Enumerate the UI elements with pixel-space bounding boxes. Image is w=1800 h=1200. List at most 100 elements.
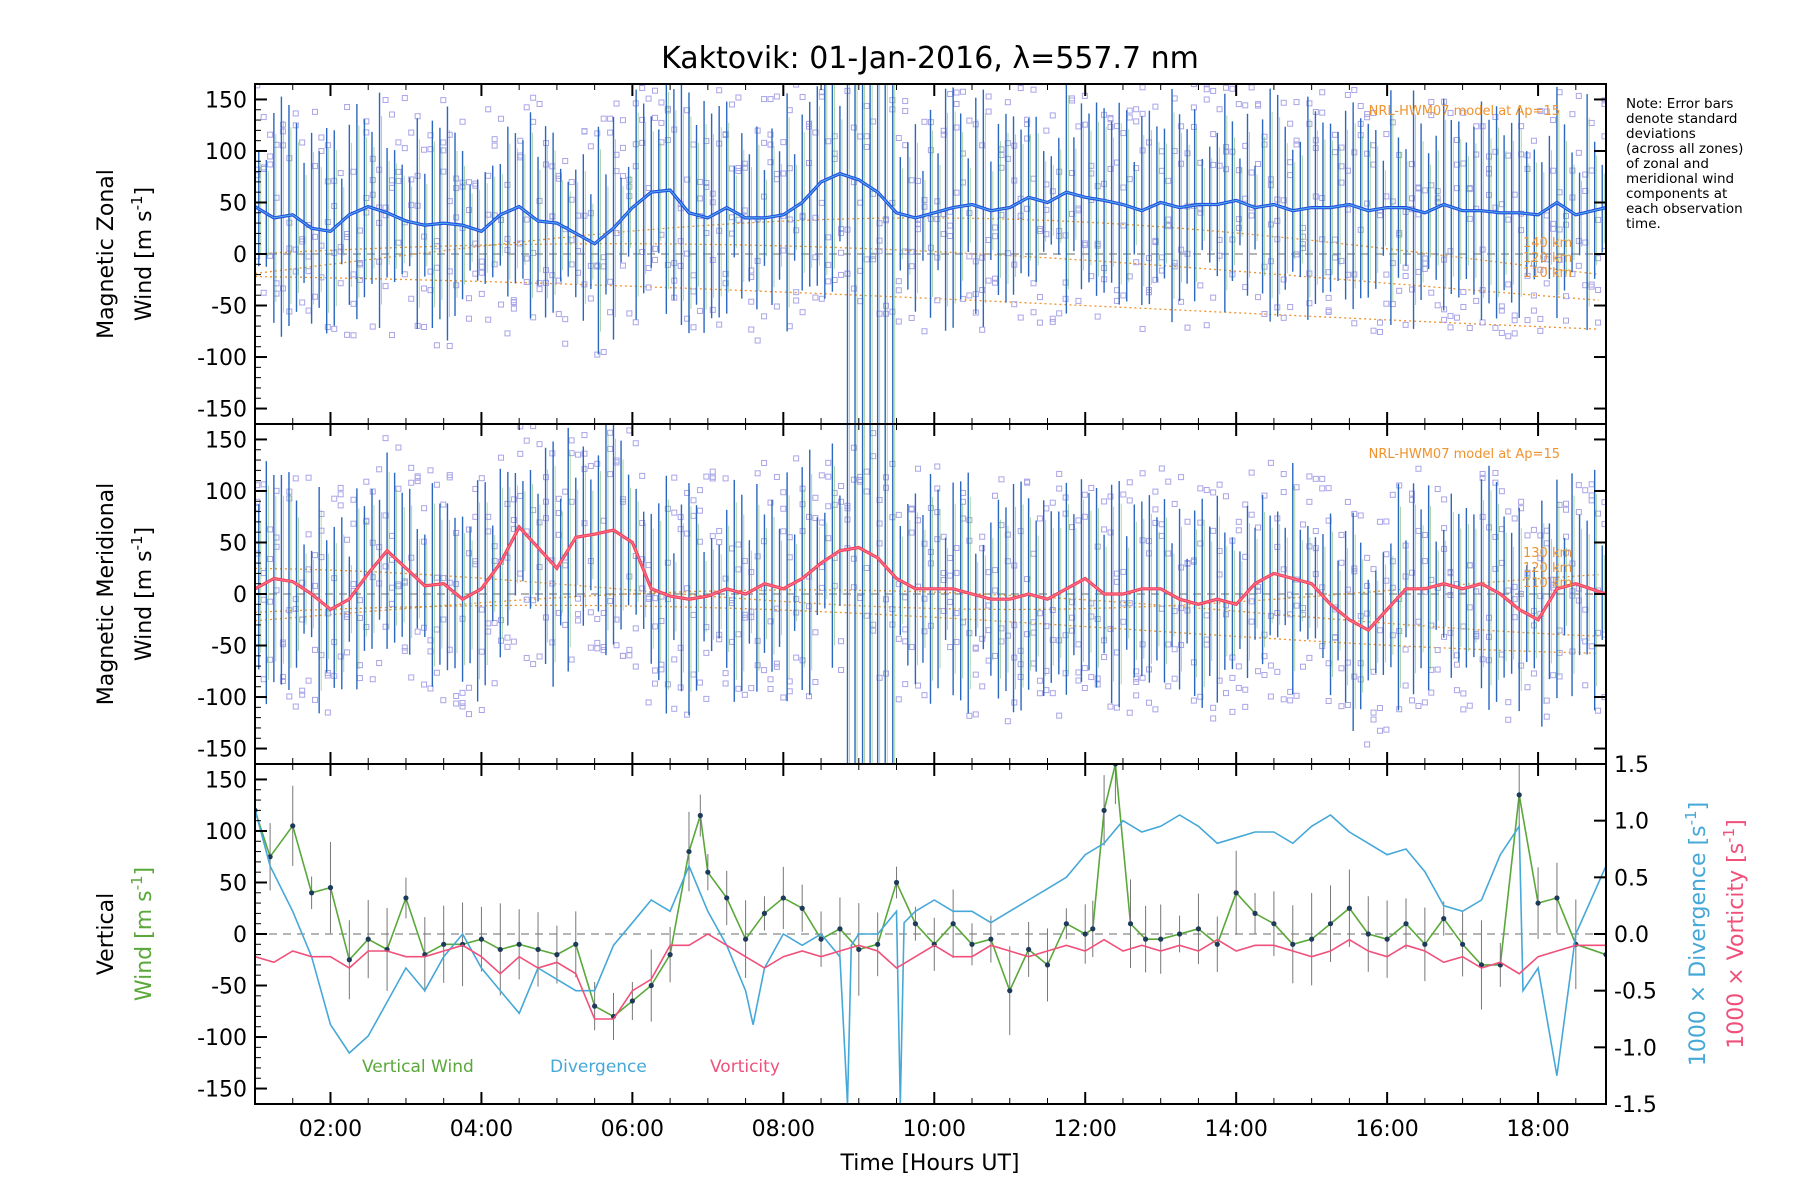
scatter-point bbox=[1428, 112, 1435, 119]
scatter-point bbox=[279, 142, 286, 149]
scatter-point bbox=[1043, 667, 1050, 674]
scatter-point bbox=[1069, 97, 1076, 104]
scatter-point bbox=[979, 142, 986, 149]
scatter-point bbox=[863, 256, 870, 263]
scatter-point bbox=[440, 139, 447, 146]
scatter-point bbox=[1133, 118, 1140, 125]
scatter-point bbox=[671, 656, 678, 663]
scatter-point bbox=[729, 101, 736, 108]
vertical-wind-point bbox=[988, 936, 994, 942]
scatter-point bbox=[1203, 84, 1210, 87]
scatter-point bbox=[1235, 663, 1242, 670]
scatter-point bbox=[1242, 686, 1249, 693]
scatter-point bbox=[478, 290, 485, 297]
scatter-point bbox=[1255, 668, 1262, 675]
scatter-point bbox=[998, 522, 1005, 529]
scatter-point bbox=[1428, 289, 1435, 296]
scatter-point bbox=[947, 598, 954, 605]
scatter-point bbox=[350, 581, 357, 588]
scatter-point bbox=[1280, 566, 1287, 573]
scatter-point bbox=[1133, 675, 1140, 682]
scatter-point bbox=[716, 539, 723, 546]
scatter-point bbox=[1537, 327, 1544, 334]
scatter-point bbox=[453, 214, 460, 221]
scatter-point bbox=[1319, 475, 1326, 482]
scatter-point bbox=[709, 473, 716, 480]
scatter-point bbox=[523, 437, 530, 444]
scatter-point bbox=[453, 530, 460, 537]
scatter-point bbox=[1094, 616, 1101, 623]
scatter-point bbox=[607, 471, 614, 478]
scatter-point bbox=[1158, 465, 1165, 472]
scatter-point bbox=[401, 578, 408, 585]
scatter-point bbox=[1024, 116, 1031, 123]
scatter-point bbox=[947, 554, 954, 561]
scatter-point bbox=[1306, 270, 1313, 277]
meridional-ylabel-line2: Wind [m s-1] bbox=[128, 527, 157, 661]
scatter-point bbox=[619, 173, 626, 180]
scatter-point bbox=[478, 707, 485, 714]
scatter-point bbox=[1383, 518, 1390, 525]
scatter-point bbox=[1293, 137, 1300, 144]
scatter-point bbox=[1030, 660, 1037, 667]
note-line-6: meridional wind bbox=[1626, 171, 1734, 187]
scatter-point bbox=[1004, 718, 1011, 725]
scatter-point bbox=[1511, 515, 1518, 522]
scatter-point bbox=[1402, 682, 1409, 689]
scatter-point bbox=[825, 138, 832, 145]
scatter-point bbox=[1376, 705, 1383, 712]
scatter-point bbox=[870, 453, 877, 460]
scatter-point bbox=[562, 621, 569, 628]
scatter-point bbox=[1107, 625, 1114, 632]
scatter-point bbox=[255, 84, 261, 89]
scatter-point bbox=[1178, 564, 1185, 571]
scatter-point bbox=[626, 573, 633, 580]
scatter-point bbox=[401, 95, 408, 102]
ytick-label: 150 bbox=[205, 88, 247, 113]
scatter-point bbox=[966, 117, 973, 124]
scatter-point bbox=[568, 179, 575, 186]
scatter-point bbox=[1338, 144, 1345, 151]
scatter-point bbox=[1460, 160, 1467, 167]
scatter-point bbox=[652, 623, 659, 630]
scatter-point bbox=[793, 595, 800, 602]
scatter-point bbox=[773, 303, 780, 310]
meridional-ylabel-line1: Magnetic Meridional bbox=[94, 483, 119, 705]
scatter-point bbox=[510, 496, 517, 503]
xtick-label: 08:00 bbox=[752, 1117, 815, 1142]
scatter-point bbox=[1312, 475, 1319, 482]
ytick-label: 100 bbox=[205, 820, 247, 845]
scatter-point bbox=[286, 693, 293, 700]
scatter-point bbox=[895, 511, 902, 518]
scatter-point bbox=[1601, 499, 1606, 506]
scatter-point bbox=[882, 596, 889, 603]
scatter-point bbox=[1434, 666, 1441, 673]
scatter-point bbox=[895, 135, 902, 142]
scatter-point bbox=[805, 693, 812, 700]
scatter-point bbox=[767, 96, 774, 103]
scatter-point bbox=[465, 711, 472, 718]
scatter-point bbox=[517, 154, 524, 161]
vertical-wind-point bbox=[1422, 941, 1428, 947]
scatter-point bbox=[408, 554, 415, 561]
scatter-point bbox=[863, 102, 870, 109]
scatter-point bbox=[1248, 84, 1255, 91]
scatter-point bbox=[587, 295, 594, 302]
scatter-point bbox=[998, 476, 1005, 483]
scatter-point bbox=[1171, 259, 1178, 266]
scatter-point bbox=[1396, 482, 1403, 489]
vertical-wind-point bbox=[837, 926, 843, 932]
scatter-point bbox=[902, 98, 909, 105]
scatter-point bbox=[966, 630, 973, 637]
scatter-point bbox=[1152, 237, 1159, 244]
scatter-point bbox=[1062, 670, 1069, 677]
scatter-point bbox=[985, 93, 992, 100]
scatter-point bbox=[376, 466, 383, 473]
scatter-point bbox=[382, 204, 389, 211]
scatter-point bbox=[1280, 489, 1287, 496]
scatter-point bbox=[536, 564, 543, 571]
scatter-point bbox=[1049, 318, 1056, 325]
scatter-point bbox=[279, 673, 286, 680]
scatter-point bbox=[895, 278, 902, 285]
scatter-point bbox=[549, 639, 556, 646]
